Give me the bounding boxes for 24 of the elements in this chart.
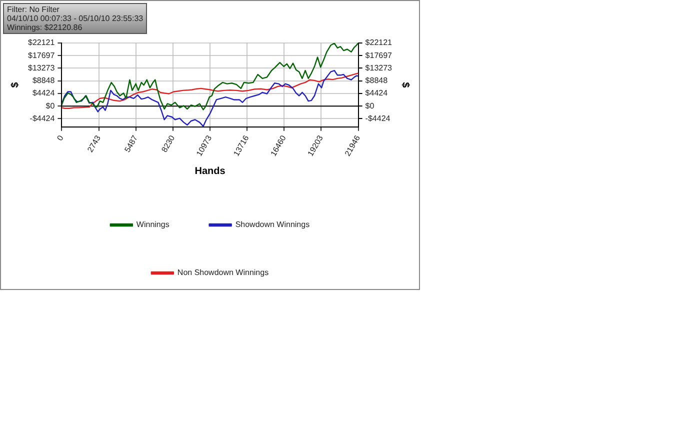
y2-axis-title: $: [399, 82, 410, 88]
y-tick-label: -$4424: [30, 114, 56, 123]
y-axis-title: $: [10, 82, 21, 88]
y-tick-label: $0: [46, 101, 56, 110]
y-tick-label: $13273: [28, 63, 56, 72]
legend-label: Non Showdown Winnings: [177, 268, 269, 278]
x-axis-title: Hands: [194, 166, 226, 177]
y2-tick-label: $4424: [365, 88, 388, 98]
legend-label: Winnings: [136, 220, 170, 230]
y2-tick-label: $17697: [365, 50, 393, 60]
y2-tick-label: $13273: [365, 63, 393, 72]
y-tick-label: $8848: [32, 76, 56, 86]
text: Filter: No Filter: [7, 5, 60, 14]
y2-tick-label: -$4424: [365, 114, 391, 123]
y2-tick-label: $22121: [365, 38, 393, 48]
x-tick-label: 0: [55, 133, 66, 142]
text: Winnings: $22120.86: [7, 23, 84, 32]
y-tick-label: $4424: [32, 88, 56, 98]
y-tick-label: $17697: [28, 50, 56, 60]
y2-tick-label: $0: [365, 101, 375, 110]
y2-tick-label: $8848: [365, 76, 388, 86]
legend-label: Showdown Winnings: [235, 220, 310, 230]
text: 04/10/10 00:07:33 - 05/10/10 23:55:33: [7, 14, 144, 23]
y-tick-label: $22121: [28, 38, 56, 48]
